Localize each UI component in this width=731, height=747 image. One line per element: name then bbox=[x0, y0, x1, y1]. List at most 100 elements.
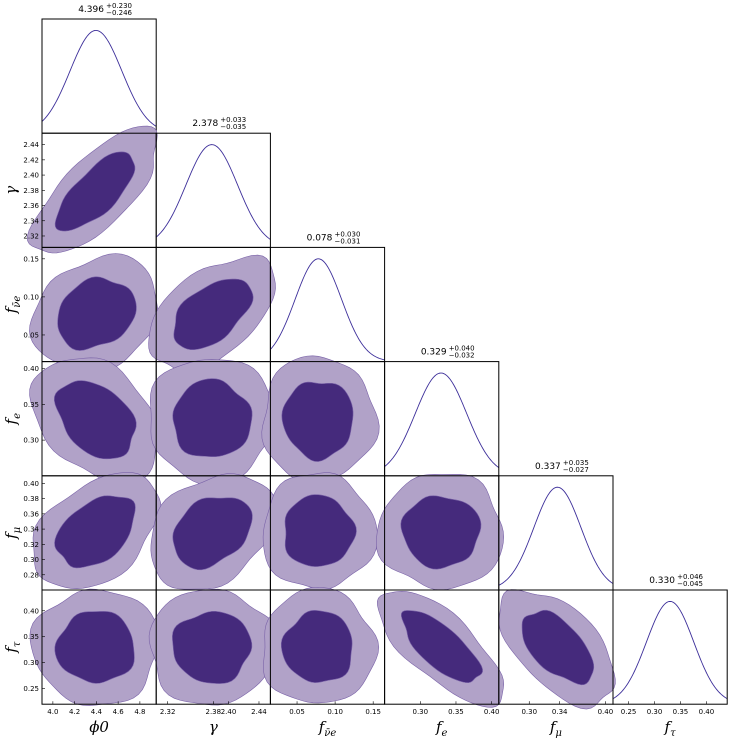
panel-f_e-f_nuebar bbox=[261, 355, 386, 484]
y-tick-label-f_mu: 0.28 bbox=[23, 571, 39, 579]
x-tick-label-f_tau: 0.25 bbox=[621, 708, 637, 716]
y-tick-label-f_e: 0.40 bbox=[23, 365, 39, 373]
y-tick-label-f_e: 0.35 bbox=[23, 401, 39, 409]
svg-text:ϕ0: ϕ0 bbox=[89, 718, 109, 736]
x-tick-label-gamma: 2.38 bbox=[206, 708, 222, 716]
y-tick-label-f_tau: 0.35 bbox=[23, 633, 39, 641]
x-tick-label-gamma: 2.44 bbox=[251, 708, 267, 716]
y-axis-label-f_tau: fτ bbox=[2, 641, 23, 654]
y-tick-label-f_mu: 0.30 bbox=[23, 556, 39, 564]
contour-68-f_tau-gamma bbox=[172, 611, 253, 684]
y-tick-label-f_tau: 0.40 bbox=[23, 607, 39, 615]
y-tick-label-gamma: 2.40 bbox=[23, 172, 39, 180]
x-tick-label-f_nuebar: 0.15 bbox=[365, 708, 381, 716]
contour-68-f_mu-phi0 bbox=[54, 495, 136, 569]
x-tick-label-phi0: 4.4 bbox=[91, 708, 103, 716]
panel-frame bbox=[269, 246, 386, 363]
x-tick-label-gamma: 2.32 bbox=[160, 708, 176, 716]
svg-text:fν̄e: fν̄e bbox=[2, 296, 23, 315]
panel-f_tau-f_e: 0.30 0.35 0.40 bbox=[377, 589, 505, 716]
svg-text:fe: fe bbox=[435, 718, 448, 739]
y-axis-label-gamma: γ bbox=[2, 186, 20, 195]
panel-frame bbox=[612, 589, 728, 705]
contour-68-f_mu-gamma bbox=[172, 497, 253, 571]
panel-f_nuebar-f_nuebar: 0.078 +0.030−0.031 bbox=[269, 230, 386, 363]
y-tick-label-f_tau: 0.30 bbox=[23, 659, 39, 667]
title-plus-gamma: +0.033 bbox=[220, 116, 246, 124]
x-tick-label-phi0: 4.8 bbox=[134, 708, 145, 716]
title-minus-phi0: −0.246 bbox=[106, 9, 132, 17]
panel-f_e-gamma bbox=[149, 359, 279, 486]
x-tick-label-phi0: 4.2 bbox=[69, 708, 80, 716]
title-minus-f_tau: −0.045 bbox=[677, 580, 703, 588]
title-value-phi0: 4.396 bbox=[78, 5, 104, 15]
y-tick-label-gamma: 2.38 bbox=[23, 187, 39, 195]
panel-frame bbox=[498, 475, 614, 591]
title-plus-f_e: +0.040 bbox=[449, 345, 475, 353]
y-axis-label-f_nuebar: fν̄e bbox=[2, 296, 23, 315]
marginal-curve-f_nuebar bbox=[270, 258, 385, 361]
x-tick-label-phi0: 4.6 bbox=[113, 708, 125, 716]
panel-frame bbox=[384, 361, 500, 477]
title-value-gamma: 2.378 bbox=[192, 119, 218, 129]
marginal-curve-f_mu bbox=[498, 486, 614, 586]
contour-68-f_mu-f_nuebar bbox=[284, 494, 357, 567]
title-minus-f_nuebar: −0.031 bbox=[335, 237, 361, 245]
contour-68-f_nuebar-phi0 bbox=[57, 276, 137, 351]
contour-68-f_tau-f_e bbox=[401, 610, 483, 683]
title-minus-f_mu: −0.027 bbox=[563, 466, 589, 474]
y-tick-label-f_nuebar: 0.05 bbox=[23, 331, 39, 339]
x-tick-label-f_tau: 0.40 bbox=[699, 708, 715, 716]
panel-f_tau-gamma: 2.32 2.38 2.40 2.44 bbox=[148, 588, 280, 716]
svg-text:fμ: fμ bbox=[2, 527, 23, 540]
x-tick-label-f_tau: 0.35 bbox=[673, 708, 689, 716]
panel-phi0-phi0: 4.396 +0.230−0.246 bbox=[41, 2, 157, 134]
contour-68-f_e-phi0 bbox=[53, 380, 137, 460]
contour-68-f_e-gamma bbox=[172, 378, 253, 458]
panel-gamma-gamma: 2.378 +0.033−0.035 bbox=[155, 116, 271, 248]
title-plus-f_mu: +0.035 bbox=[563, 459, 589, 467]
panel-f_e-f_e: 0.329 +0.040−0.032 bbox=[384, 345, 500, 477]
y-tick-label-f_mu: 0.36 bbox=[23, 510, 39, 518]
panel-f_nuebar-phi0: 0.05 0.10 0.15 bbox=[23, 246, 159, 371]
y-tick-label-f_tau: 0.25 bbox=[23, 685, 39, 693]
y-tick-label-gamma: 2.42 bbox=[23, 156, 39, 164]
panel-gamma-phi0: 2.32 2.34 2.36 2.38 2.40 2.42 2.44 bbox=[23, 125, 158, 254]
contour-68-gamma-phi0 bbox=[54, 151, 136, 232]
x-tick-label-f_e: 0.40 bbox=[484, 708, 500, 716]
title-value-f_nuebar: 0.078 bbox=[307, 233, 333, 243]
panel-f_mu-f_e bbox=[375, 473, 505, 591]
title-plus-phi0: +0.230 bbox=[106, 2, 132, 10]
title-minus-gamma: −0.035 bbox=[220, 123, 246, 131]
svg-text:fν̄e: fν̄e bbox=[318, 718, 337, 739]
x-tick-label-f_mu: 0.34 bbox=[552, 708, 568, 716]
panel-f_e-phi0: 0.30 0.35 0.40 bbox=[23, 357, 158, 486]
panel-f_tau-f_mu: 0.30 0.34 0.40 bbox=[498, 589, 616, 716]
y-tick-label-f_nuebar: 0.15 bbox=[23, 255, 39, 263]
panel-f_tau-phi0: 0.25 0.30 0.35 0.40 4.0 4.2 4.4 4.6 4.8 bbox=[23, 588, 160, 716]
panel-f_tau-f_nuebar: 0.05 0.10 0.15 bbox=[263, 586, 386, 716]
title-plus-f_nuebar: +0.030 bbox=[335, 230, 361, 238]
svg-text:γ: γ bbox=[2, 186, 20, 195]
y-tick-label-f_mu: 0.34 bbox=[23, 526, 39, 534]
svg-text:fμ: fμ bbox=[549, 718, 562, 739]
marginal-curve-f_tau bbox=[612, 600, 728, 700]
marginal-curve-gamma bbox=[155, 144, 271, 240]
y-tick-label-gamma: 2.36 bbox=[23, 202, 39, 210]
x-axis-label-phi0: ϕ0 bbox=[89, 718, 109, 736]
x-axis-label-f_tau: fτ bbox=[664, 718, 677, 739]
panel-f_mu-gamma bbox=[150, 473, 278, 591]
panel-frame bbox=[155, 132, 271, 248]
svg-text:fτ: fτ bbox=[2, 641, 23, 654]
x-tick-label-f_mu: 0.40 bbox=[598, 708, 614, 716]
y-tick-label-gamma: 2.34 bbox=[23, 217, 39, 225]
y-tick-label-gamma: 2.44 bbox=[23, 141, 39, 149]
y-axis-label-f_mu: fμ bbox=[2, 527, 23, 540]
contour-68-f_tau-f_nuebar bbox=[280, 610, 353, 683]
title-value-f_tau: 0.330 bbox=[649, 576, 675, 586]
title-minus-f_e: −0.032 bbox=[449, 352, 475, 360]
contour-68-f_e-f_nuebar bbox=[281, 381, 354, 462]
y-axis-label-f_e: fe bbox=[2, 413, 23, 426]
svg-text:γ: γ bbox=[209, 718, 218, 736]
